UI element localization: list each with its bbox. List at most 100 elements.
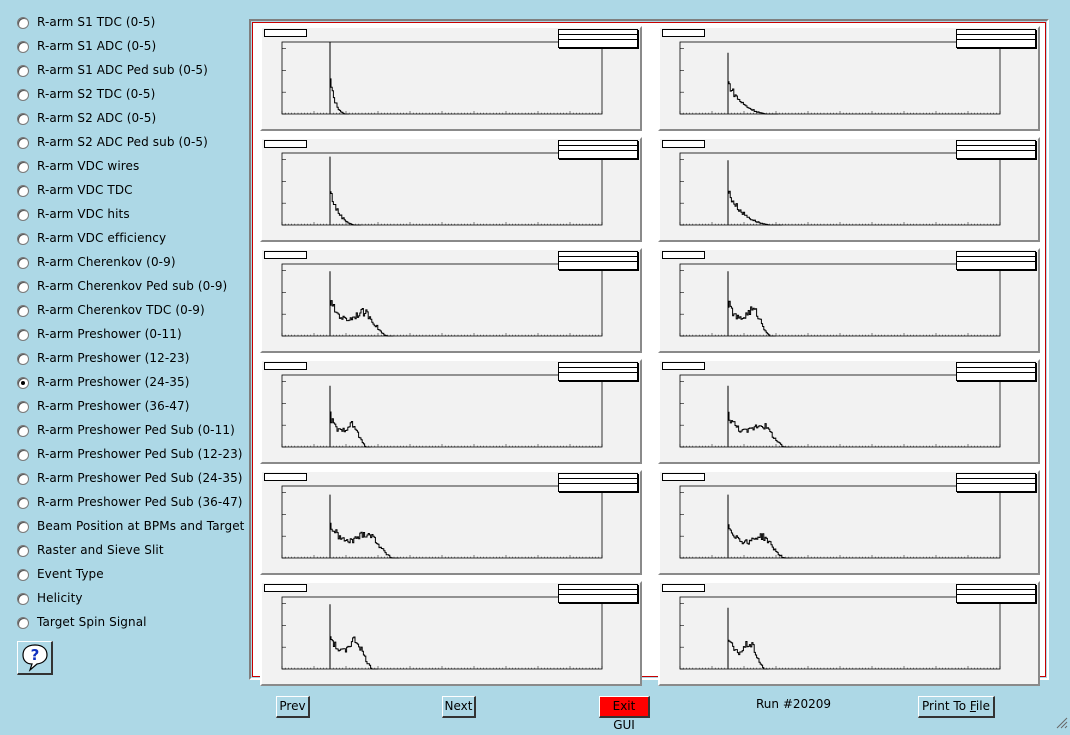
radio-button[interactable] [17, 41, 29, 53]
radio-button[interactable] [17, 185, 29, 197]
stats-box [956, 362, 1036, 381]
radio-item[interactable]: R-arm Preshower Ped Sub (36-47) [0, 491, 245, 515]
histogram-pad[interactable] [658, 470, 1040, 575]
radio-button[interactable] [17, 209, 29, 221]
stats-divider [559, 589, 637, 590]
radio-label: R-arm VDC TDC [37, 183, 133, 197]
histogram-pad[interactable] [260, 248, 642, 353]
histogram-pad[interactable] [658, 26, 1040, 131]
radio-button[interactable] [17, 329, 29, 341]
histogram-canvas[interactable] [252, 22, 1046, 686]
help-button[interactable]: ? [17, 641, 53, 675]
radio-item[interactable]: Beam Position at BPMs and Target [0, 515, 245, 539]
histogram-title [662, 251, 705, 259]
radio-item[interactable]: R-arm VDC hits [0, 203, 245, 227]
radio-item[interactable]: Helicity [0, 587, 245, 611]
stats-divider [957, 34, 1035, 35]
radio-button[interactable] [17, 161, 29, 173]
radio-item[interactable]: Event Type [0, 563, 245, 587]
radio-label: R-arm Preshower (36-47) [37, 399, 190, 413]
radio-button[interactable] [17, 449, 29, 461]
histogram-pad[interactable] [658, 359, 1040, 464]
histogram-plot [679, 596, 1001, 670]
histogram-trace [329, 494, 400, 559]
histogram-pad[interactable] [658, 581, 1040, 686]
radio-button[interactable] [17, 137, 29, 149]
histogram-pad[interactable] [658, 137, 1040, 242]
radio-button[interactable] [17, 569, 29, 581]
radio-label: R-arm Preshower (24-35) [37, 375, 190, 389]
radio-button[interactable] [17, 377, 29, 389]
radio-label: R-arm Cherenkov Ped sub (0-9) [37, 279, 228, 293]
radio-item[interactable]: Raster and Sieve Slit [0, 539, 245, 563]
stats-box [558, 473, 638, 492]
radio-item[interactable]: R-arm VDC efficiency [0, 227, 245, 251]
radio-button[interactable] [17, 281, 29, 293]
histogram-plot [281, 152, 603, 226]
radio-item[interactable]: R-arm Preshower Ped Sub (0-11) [0, 419, 245, 443]
radio-button[interactable] [17, 305, 29, 317]
radio-button[interactable] [17, 113, 29, 125]
radio-button[interactable] [17, 593, 29, 605]
histogram-pad[interactable] [658, 248, 1040, 353]
resize-grip-icon[interactable] [1054, 715, 1068, 729]
stats-box [558, 251, 638, 270]
prev-button[interactable]: Prev [276, 696, 310, 718]
radio-item[interactable]: R-arm Preshower Ped Sub (24-35) [0, 467, 245, 491]
histogram-plot [281, 263, 603, 337]
histogram-plot [679, 152, 1001, 226]
radio-item[interactable]: R-arm VDC wires [0, 155, 245, 179]
histogram-title [662, 362, 705, 370]
radio-button[interactable] [17, 233, 29, 245]
histogram-trace [329, 604, 378, 670]
print-label-hotkey: F [969, 699, 976, 713]
radio-label: R-arm Preshower Ped Sub (36-47) [37, 495, 243, 509]
histogram-plot [679, 263, 1001, 337]
histogram-pad[interactable] [260, 581, 642, 686]
radio-button[interactable] [17, 545, 29, 557]
radio-button[interactable] [17, 17, 29, 29]
radio-button[interactable] [17, 401, 29, 413]
exit-gui-button[interactable]: Exit GUI [599, 696, 650, 732]
radio-button[interactable] [17, 497, 29, 509]
radio-item[interactable]: R-arm Preshower (36-47) [0, 395, 245, 419]
radio-item[interactable]: R-arm Preshower (0-11) [0, 323, 245, 347]
radio-button[interactable] [17, 473, 29, 485]
radio-item[interactable]: R-arm S2 TDC (0-5) [0, 83, 245, 107]
radio-item[interactable]: R-arm S1 ADC Ped sub (0-5) [0, 59, 245, 83]
radio-item[interactable]: Target Spin Signal [0, 611, 245, 635]
histogram-title [662, 473, 705, 481]
radio-label: R-arm S2 TDC (0-5) [37, 87, 156, 101]
histogram-pad[interactable] [260, 137, 642, 242]
radio-item[interactable]: R-arm Preshower (24-35) [0, 371, 245, 395]
radio-item[interactable]: R-arm Cherenkov Ped sub (0-9) [0, 275, 245, 299]
next-button[interactable]: Next [442, 696, 476, 718]
radio-item[interactable]: R-arm Preshower (12-23) [0, 347, 245, 371]
radio-button[interactable] [17, 425, 29, 437]
radio-item[interactable]: R-arm Preshower Ped Sub (12-23) [0, 443, 245, 467]
histogram-pad[interactable] [260, 26, 642, 131]
radio-item[interactable]: R-arm S1 ADC (0-5) [0, 35, 245, 59]
histogram-pad[interactable] [260, 470, 642, 575]
histogram-trace [329, 156, 361, 226]
histogram-menu: R-arm S1 TDC (0-5) R-arm S1 ADC (0-5) R-ar… [0, 11, 245, 635]
stats-divider [957, 145, 1035, 146]
histogram-plot [281, 374, 603, 448]
histogram-plot [281, 596, 603, 670]
radio-item[interactable]: R-arm S2 ADC Ped sub (0-5) [0, 131, 245, 155]
radio-item[interactable]: R-arm S2 ADC (0-5) [0, 107, 245, 131]
radio-item[interactable]: R-arm S1 TDC (0-5) [0, 11, 245, 35]
radio-item[interactable]: R-arm Cherenkov TDC (0-9) [0, 299, 245, 323]
radio-button[interactable] [17, 89, 29, 101]
radio-item[interactable]: R-arm Cherenkov (0-9) [0, 251, 245, 275]
radio-button[interactable] [17, 521, 29, 533]
radio-button[interactable] [17, 353, 29, 365]
histogram-pad[interactable] [260, 359, 642, 464]
radio-button[interactable] [17, 257, 29, 269]
radio-button[interactable] [17, 65, 29, 77]
stats-divider [559, 34, 637, 35]
radio-item[interactable]: R-arm VDC TDC [0, 179, 245, 203]
histogram-trace [727, 607, 769, 670]
radio-button[interactable] [17, 617, 29, 629]
print-to-file-button[interactable]: Print To File [918, 696, 995, 718]
